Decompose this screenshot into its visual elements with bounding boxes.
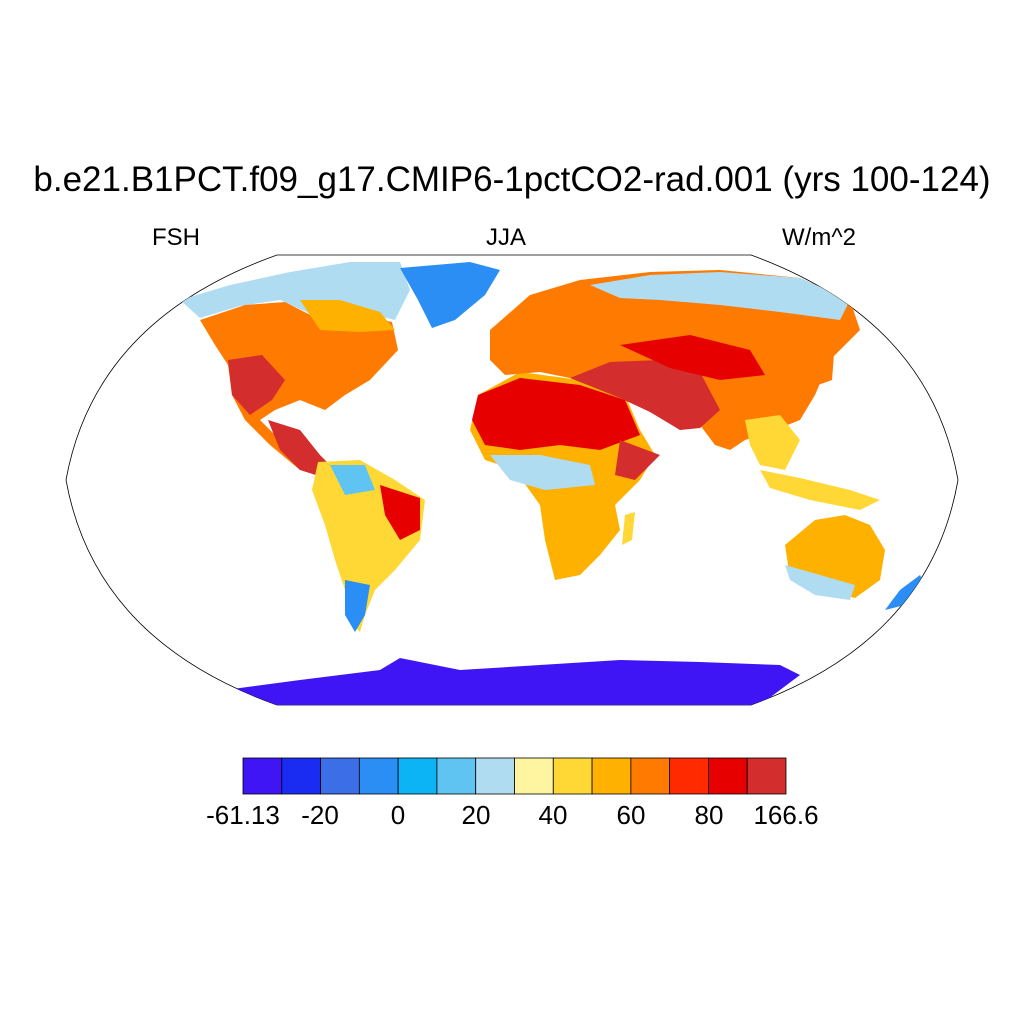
region-australia-south <box>785 565 855 600</box>
colorbar-swatch-13 <box>746 757 787 795</box>
units-label: W/m^2 <box>782 224 856 251</box>
colorbar-swatch-11 <box>669 757 709 795</box>
region-southeast-asia <box>745 415 800 470</box>
region-brazil-east <box>380 485 420 540</box>
colorbar-swatch-1 <box>281 757 321 795</box>
region-amazon <box>330 465 375 495</box>
colorbar-label-0: -61.13 <box>206 800 280 830</box>
region-antarctica <box>225 658 800 705</box>
region-madagascar <box>622 512 635 545</box>
colorbar-swatch-5 <box>436 757 477 795</box>
colorbar-swatch-8 <box>552 757 593 795</box>
region-greenland <box>400 262 500 328</box>
colorbar-swatch-7 <box>514 757 554 795</box>
region-indonesia <box>760 470 880 510</box>
region-sahara <box>472 378 640 450</box>
colorbar-label-1: -20 <box>301 800 339 830</box>
region-central-africa <box>490 455 595 490</box>
colorbar-swatch-0 <box>242 757 283 795</box>
colorbar-swatch-2 <box>320 757 360 795</box>
colorbar-label-2: 0 <box>390 800 406 830</box>
colorbar-label-5: 60 <box>616 800 646 830</box>
region-japan <box>818 340 835 385</box>
region-siberia <box>590 272 850 320</box>
colorbar-swatch-12 <box>708 757 748 795</box>
map-title: b.e21.B1PCT.f09_g17.CMIP6-1pctCO2-rad.00… <box>33 160 991 199</box>
region-patagonia <box>345 580 370 632</box>
colorbar-swatch-9 <box>591 757 632 795</box>
colorbar-label-3: 20 <box>461 800 491 830</box>
colorbar-label-7: 166.6 <box>753 800 819 830</box>
region-new-zealand <box>885 575 925 610</box>
region-middle-east <box>570 360 720 430</box>
colorbar-swatch-10 <box>630 757 671 795</box>
colorbar-label-4: 40 <box>538 800 568 830</box>
colorbar-label-6: 80 <box>694 800 724 830</box>
region-north-america <box>200 302 398 470</box>
variable-label: FSH <box>152 224 200 251</box>
region-us-southwest <box>228 355 285 415</box>
region-horn-of-africa <box>615 440 660 480</box>
colorbar-swatch-6 <box>475 757 515 795</box>
region-canada-east <box>300 300 395 332</box>
colorbar-swatch-4 <box>397 757 438 795</box>
colorbar-swatch-3 <box>358 757 399 795</box>
season-label: JJA <box>486 224 527 251</box>
region-central-asia <box>620 335 765 380</box>
